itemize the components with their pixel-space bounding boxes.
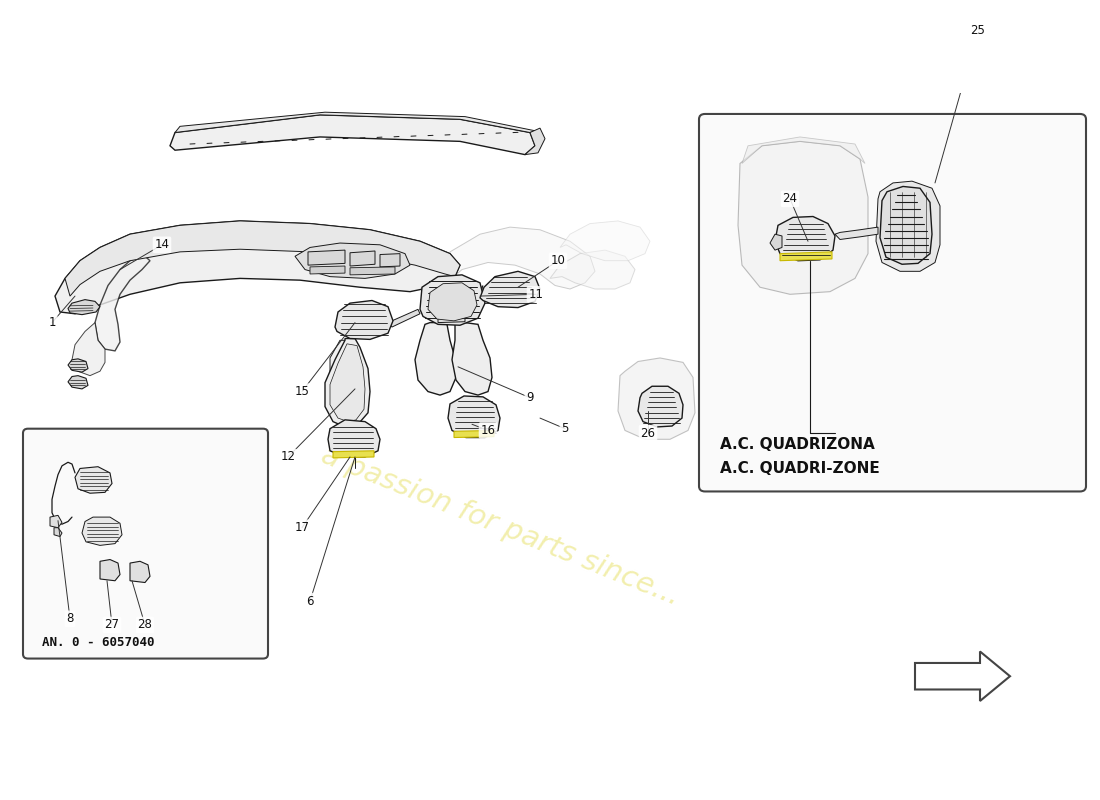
Text: a passion for parts since...: a passion for parts since... — [317, 441, 683, 611]
Polygon shape — [175, 112, 535, 133]
Text: 26: 26 — [640, 426, 656, 440]
Polygon shape — [477, 286, 483, 298]
Polygon shape — [420, 275, 485, 326]
Text: A.C. QUADRIZONA: A.C. QUADRIZONA — [720, 437, 874, 452]
Text: 24: 24 — [782, 192, 797, 206]
Text: 1: 1 — [48, 316, 56, 329]
Polygon shape — [525, 128, 544, 154]
Polygon shape — [330, 344, 365, 422]
FancyBboxPatch shape — [698, 114, 1086, 491]
Polygon shape — [560, 221, 650, 261]
Polygon shape — [310, 266, 345, 274]
Text: 12: 12 — [280, 450, 296, 463]
Text: 27: 27 — [104, 618, 120, 631]
Polygon shape — [770, 234, 782, 250]
Text: 17: 17 — [295, 522, 309, 534]
Polygon shape — [835, 227, 878, 239]
Polygon shape — [454, 430, 494, 438]
Polygon shape — [438, 314, 465, 322]
Polygon shape — [742, 137, 865, 163]
Text: AN. 0 - 6057040: AN. 0 - 6057040 — [42, 636, 154, 649]
Polygon shape — [388, 310, 420, 327]
Polygon shape — [448, 396, 501, 438]
Polygon shape — [776, 217, 835, 261]
Polygon shape — [295, 243, 410, 278]
Polygon shape — [95, 256, 150, 351]
Polygon shape — [68, 300, 100, 314]
Polygon shape — [100, 559, 120, 581]
Text: 11: 11 — [528, 288, 543, 301]
FancyBboxPatch shape — [23, 429, 268, 658]
Polygon shape — [415, 322, 456, 395]
Polygon shape — [65, 221, 460, 296]
Text: 9: 9 — [526, 391, 534, 404]
Polygon shape — [438, 227, 595, 310]
Polygon shape — [915, 651, 1010, 701]
Polygon shape — [75, 466, 112, 494]
Polygon shape — [82, 517, 122, 546]
Text: 5: 5 — [561, 422, 569, 435]
Polygon shape — [350, 251, 375, 266]
Text: 6: 6 — [306, 594, 313, 607]
Text: 15: 15 — [295, 385, 309, 398]
Polygon shape — [550, 250, 635, 289]
Polygon shape — [780, 252, 832, 261]
Polygon shape — [324, 338, 370, 427]
Polygon shape — [54, 528, 62, 537]
Polygon shape — [330, 340, 369, 415]
Polygon shape — [68, 376, 88, 389]
Text: 8: 8 — [66, 612, 74, 626]
Polygon shape — [880, 186, 932, 264]
Polygon shape — [350, 267, 395, 275]
Polygon shape — [618, 358, 695, 439]
Polygon shape — [480, 271, 540, 307]
Polygon shape — [379, 254, 400, 267]
Polygon shape — [55, 221, 460, 314]
Polygon shape — [328, 420, 380, 457]
Polygon shape — [308, 250, 345, 265]
Text: A.C. QUADRI-ZONE: A.C. QUADRI-ZONE — [720, 461, 880, 476]
Text: 28: 28 — [138, 618, 153, 631]
Polygon shape — [68, 359, 88, 372]
Polygon shape — [428, 283, 477, 321]
Polygon shape — [170, 115, 535, 154]
Polygon shape — [452, 322, 492, 395]
Text: 10: 10 — [551, 254, 565, 267]
Polygon shape — [638, 386, 683, 427]
Polygon shape — [72, 322, 104, 376]
Polygon shape — [50, 515, 62, 528]
Polygon shape — [336, 301, 393, 339]
Text: 14: 14 — [154, 238, 169, 251]
Polygon shape — [876, 181, 940, 271]
Polygon shape — [738, 142, 868, 294]
Polygon shape — [130, 562, 150, 582]
Polygon shape — [333, 450, 374, 458]
Text: 25: 25 — [970, 24, 986, 38]
Text: 16: 16 — [481, 424, 495, 437]
